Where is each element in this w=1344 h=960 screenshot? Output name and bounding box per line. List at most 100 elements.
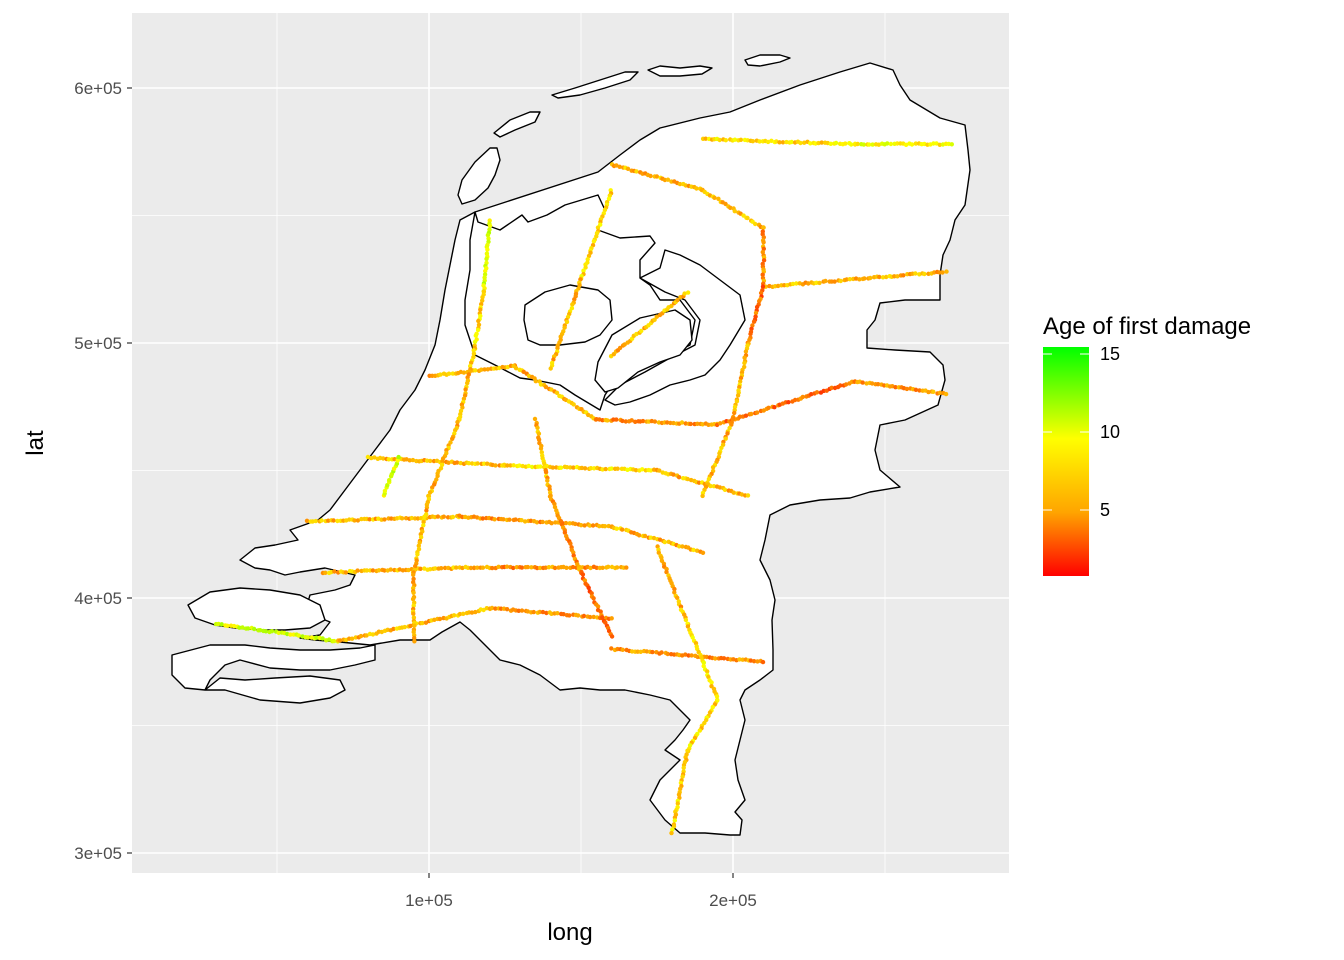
damage-point: [738, 375, 744, 381]
damage-point: [600, 418, 605, 423]
damage-point: [648, 535, 653, 540]
damage-point: [406, 567, 411, 573]
damage-point: [442, 565, 448, 571]
damage-point: [944, 269, 949, 274]
damage-point: [670, 827, 675, 832]
y-tick-label: 4e+05: [74, 589, 122, 608]
damage-point: [407, 458, 412, 463]
damage-point: [591, 239, 597, 244]
damage-point: [411, 585, 416, 591]
damage-point: [376, 516, 381, 521]
damage-point: [269, 629, 275, 634]
damage-point: [525, 564, 530, 570]
damage-point: [672, 590, 677, 595]
damage-point: [602, 207, 608, 213]
damage-point: [838, 278, 843, 284]
damage-point: [501, 517, 506, 522]
damage-point: [721, 656, 727, 661]
damage-point: [940, 270, 945, 275]
damage-point: [522, 519, 528, 524]
damage-point: [675, 801, 680, 806]
damage-point: [681, 765, 686, 770]
damage-point: [695, 421, 700, 426]
damage-point: [789, 139, 794, 145]
damage-point: [468, 565, 474, 571]
damage-point: [849, 142, 854, 147]
damage-point: [410, 457, 416, 463]
damage-point: [337, 638, 343, 643]
damage-point: [652, 317, 657, 322]
damage-point: [489, 605, 495, 611]
damage-point: [365, 454, 371, 460]
damage-point: [926, 389, 931, 395]
damage-point: [540, 519, 545, 525]
terschelling-outline: [551, 71, 639, 99]
damage-point: [655, 544, 660, 549]
damage-point: [435, 473, 440, 479]
damage-point: [703, 136, 708, 141]
damage-point: [411, 603, 416, 608]
damage-point: [717, 137, 722, 143]
damage-point: [603, 466, 608, 472]
damage-point: [415, 552, 420, 557]
damage-point: [466, 461, 471, 466]
damage-point: [644, 649, 649, 654]
damage-point: [847, 277, 852, 282]
damage-point: [648, 173, 653, 179]
damage-point: [798, 140, 803, 146]
damage-point: [792, 397, 798, 403]
damage-point: [609, 646, 614, 651]
damage-point: [875, 382, 881, 387]
damage-point: [637, 533, 642, 538]
damage-point: [700, 550, 706, 555]
damage-point: [473, 333, 478, 338]
damage-point: [642, 533, 648, 539]
damage-point: [640, 467, 645, 472]
damage-point: [465, 375, 470, 380]
damage-point: [712, 195, 717, 200]
damage-point: [913, 141, 918, 146]
damage-point: [433, 566, 438, 571]
damage-point: [614, 163, 619, 168]
damage-point: [809, 392, 814, 397]
damage-point: [358, 633, 364, 639]
damage-point: [387, 478, 392, 483]
damage-point: [376, 568, 382, 573]
damage-point: [682, 291, 687, 296]
damage-point: [252, 626, 257, 632]
damage-point: [761, 225, 766, 230]
damage-point: [567, 613, 572, 618]
damage-point: [853, 276, 859, 281]
damage-point: [749, 411, 754, 417]
damage-point: [913, 387, 919, 392]
damage-point: [411, 611, 416, 616]
damage-point: [483, 268, 488, 274]
damage-point: [624, 565, 629, 570]
damage-point: [855, 141, 860, 147]
damage-point: [526, 463, 531, 469]
damage-point: [650, 649, 655, 655]
damage-point: [487, 223, 493, 228]
y-tick-label: 6e+05: [74, 79, 122, 98]
damage-point: [719, 445, 724, 450]
zeeland-south-outline: [171, 644, 376, 704]
damage-point: [677, 181, 683, 187]
damage-point: [870, 381, 875, 386]
damage-point: [555, 611, 560, 616]
damage-point: [516, 608, 521, 613]
damage-point: [418, 566, 423, 571]
damage-point: [428, 458, 433, 464]
damage-point: [937, 390, 943, 395]
damage-point: [386, 457, 391, 462]
damage-point: [496, 564, 501, 569]
damage-point: [595, 604, 601, 609]
damage-point: [582, 578, 588, 583]
damage-point: [581, 268, 586, 273]
damage-point: [600, 615, 605, 620]
damage-point: [458, 408, 464, 414]
axes: long lat 1e+05 2e+05 3e+05 4e+05 5e+05 6e+05: [22, 79, 757, 946]
damage-point: [568, 541, 573, 546]
damage-point: [493, 606, 498, 611]
damage-point: [454, 565, 459, 570]
damage-point: [688, 421, 693, 427]
